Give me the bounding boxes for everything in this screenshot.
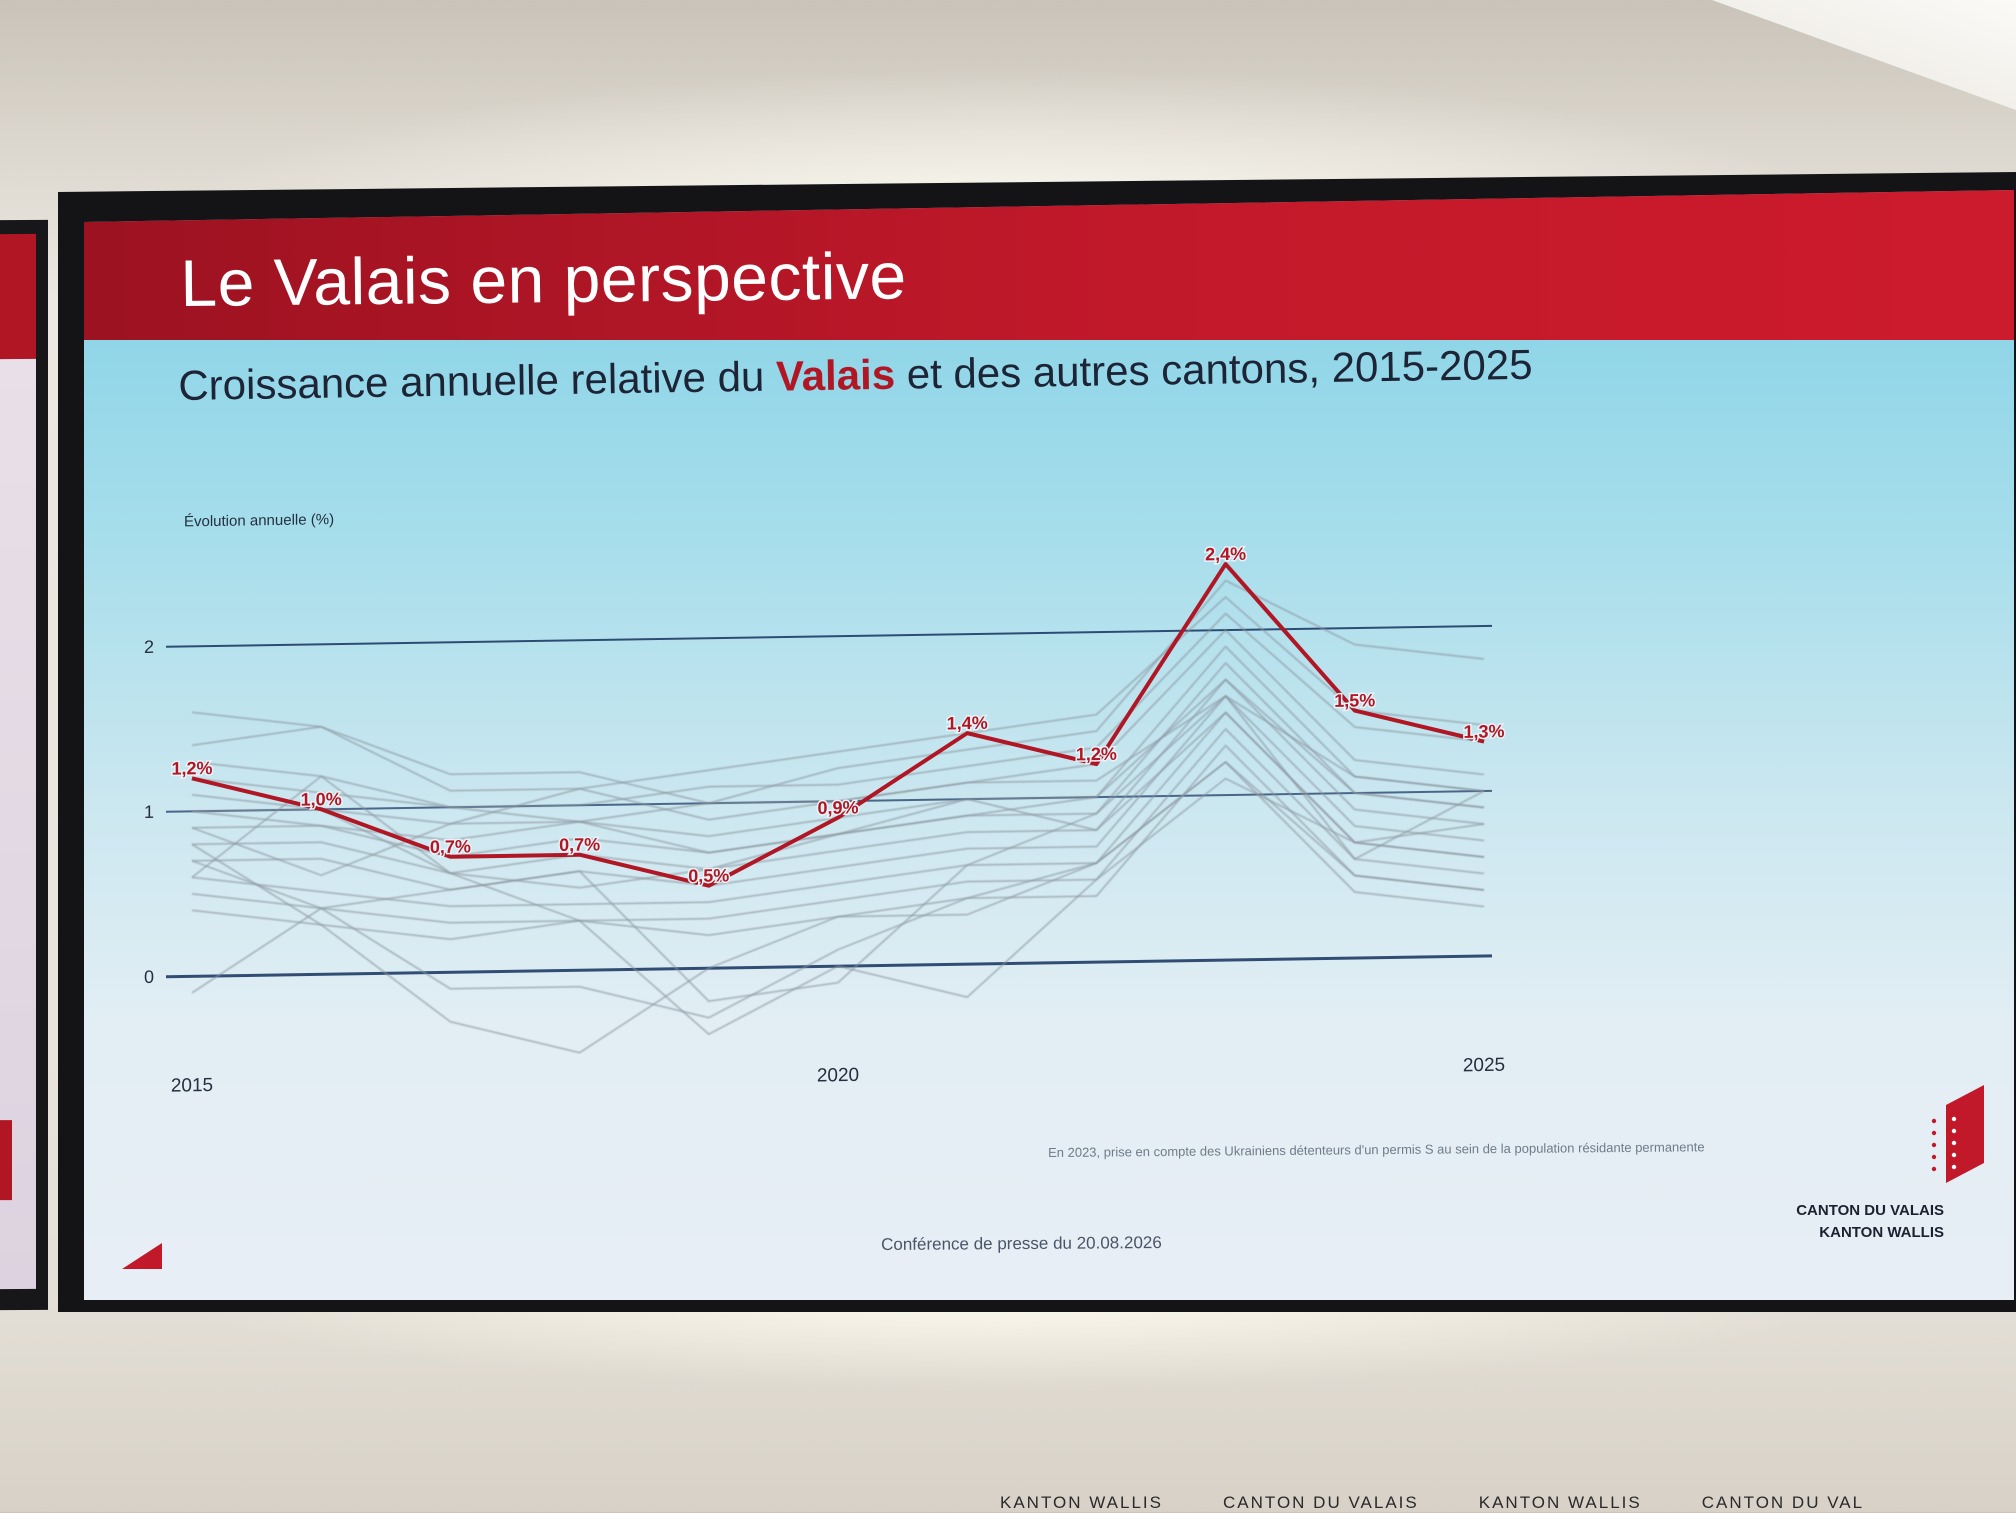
logo-line-german: KANTON WALLIS xyxy=(1819,1224,1944,1241)
canton-flag-icon xyxy=(1931,1085,1984,1183)
valais-data-label: 0,7% xyxy=(559,834,600,855)
red-corner-icon xyxy=(122,1243,162,1269)
ticker-item: KANTON WALLIS xyxy=(1000,1493,1163,1512)
canton-line xyxy=(191,761,1485,1054)
line-chart: Évolution annuelle (%) 0 1 2 1,2% 1,0% 0,7% 0… xyxy=(144,511,1506,1097)
valais-data-label: 0,9% xyxy=(817,797,858,818)
valais-data-label: 1,3% xyxy=(1463,721,1504,742)
bottom-ticker-text: KANTON WALLIS CANTON DU VALAIS KANTON WALL… xyxy=(1000,1493,2016,1513)
other-cantons-lines xyxy=(191,579,1485,1054)
x-tick-label: 2025 xyxy=(1463,1055,1505,1077)
press-conference-date: Conférence de presse du 20.08.2026 xyxy=(881,1233,1162,1254)
valais-data-label: 1,0% xyxy=(301,789,342,810)
canton-line xyxy=(191,744,1485,941)
canton-line xyxy=(192,695,1485,891)
reference-line-2 xyxy=(166,624,1492,648)
valais-data-label: 1,4% xyxy=(947,713,988,734)
ticker-item: CANTON DU VALAIS xyxy=(1222,1493,1419,1512)
logo-line-french: CANTON DU VALAIS xyxy=(1796,1202,1944,1219)
valais-data-label: 1,5% xyxy=(1334,690,1375,711)
canton-line xyxy=(191,728,1485,924)
valais-data-label: 0,7% xyxy=(430,836,471,857)
x-tick-labels: 2015 2020 2025 xyxy=(171,1055,1505,1097)
valais-data-label: 2,4% xyxy=(1205,544,1246,565)
canton-line xyxy=(191,695,1485,823)
canton-line xyxy=(192,711,1485,889)
y-tick-labels: 0 1 2 xyxy=(144,637,154,987)
valais-data-label: 1,2% xyxy=(171,758,212,779)
y-tick-label: 0 xyxy=(144,967,154,987)
adjacent-screen-mark xyxy=(0,1120,12,1201)
x-tick-label: 2020 xyxy=(817,1065,859,1087)
reference-line-0 xyxy=(166,954,1492,979)
canton-line xyxy=(191,612,1485,809)
canton-line xyxy=(191,596,1485,792)
valais-data-labels: 1,2% 1,0% 0,7% 0,7% 0,5% 0,9% 1,4% 1,2% 2,4% 1,5%… xyxy=(170,542,1506,887)
valais-series xyxy=(191,562,1485,888)
valais-data-label: 1,2% xyxy=(1076,744,1117,765)
valais-data-label: 0,5% xyxy=(688,865,729,886)
x-tick-label: 2015 xyxy=(171,1075,213,1097)
canton-line xyxy=(191,695,1485,1003)
y-tick-label: 1 xyxy=(144,802,154,822)
presentation-slide: Le Valais en perspective Croissance annu… xyxy=(84,190,2014,1300)
canton-logo-text: CANTON DU VALAIS KANTON WALLIS xyxy=(1744,1200,1944,1244)
wall-light-bottom xyxy=(0,1290,2016,1430)
adjacent-screen-banner xyxy=(0,233,36,360)
adjacent-screen xyxy=(0,219,48,1311)
valais-line xyxy=(191,562,1485,888)
y-axis-label: Évolution annuelle (%) xyxy=(184,511,334,530)
y-tick-label: 2 xyxy=(144,637,154,657)
chart-plot-area: Évolution annuelle (%) 0 1 2 1,2% 1,0% 0,7% 0… xyxy=(144,511,1506,1097)
ticker-item: CANTON DU VAL xyxy=(1701,1493,1865,1512)
ticker-item: KANTON WALLIS xyxy=(1478,1493,1642,1512)
canton-line xyxy=(191,579,1485,805)
